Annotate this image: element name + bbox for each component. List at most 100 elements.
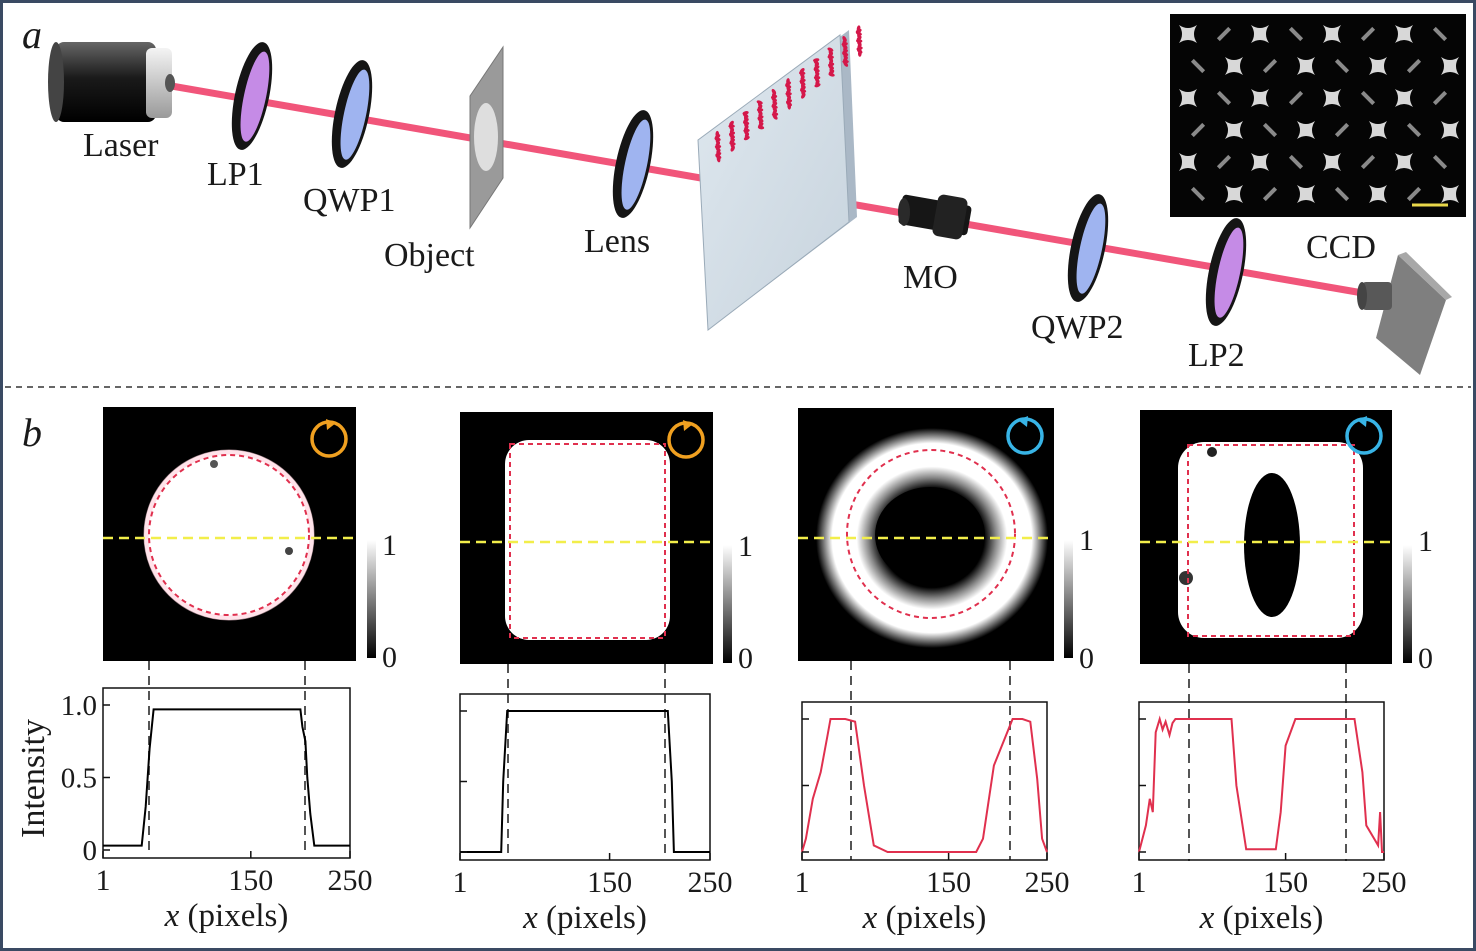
sem-bar bbox=[1334, 122, 1350, 138]
sem-cross bbox=[1225, 121, 1243, 139]
handedness-arrow-icon bbox=[667, 420, 705, 459]
qwp1-label: QWP1 bbox=[303, 182, 396, 219]
lp1-label: LP1 bbox=[207, 156, 264, 193]
plot-frame bbox=[459, 693, 711, 861]
sem-bar bbox=[1262, 122, 1278, 138]
intensity-image-2 bbox=[460, 412, 713, 664]
x-axis-label: x (pixels) bbox=[164, 898, 289, 934]
target-outline bbox=[846, 449, 1016, 619]
x-tick-label: 1 bbox=[795, 866, 810, 899]
sem-cross bbox=[1179, 89, 1197, 107]
sem-bar bbox=[1288, 154, 1304, 170]
intensity-profile-1: 1.0 0.5 01 150 250 x (pixels) bbox=[61, 687, 373, 934]
y-tick-label: 0 bbox=[83, 835, 98, 867]
intensity-profile-4: 1 150 250 x (pixels) bbox=[1132, 701, 1407, 936]
sem-cross bbox=[1225, 185, 1243, 203]
sem-cross bbox=[1369, 57, 1387, 75]
sem-bar bbox=[1288, 90, 1304, 106]
microscope-objective-icon bbox=[898, 194, 972, 240]
sem-cross bbox=[1179, 25, 1197, 43]
sem-cross bbox=[1441, 57, 1459, 75]
metasurface-icon bbox=[697, 25, 863, 331]
profile-line bbox=[1138, 715, 1384, 853]
sem-cross bbox=[1251, 25, 1269, 43]
meta-atom bbox=[801, 92, 806, 99]
sem-cross bbox=[1179, 153, 1197, 171]
profile-line bbox=[103, 708, 350, 847]
colorbar-2: 1 0 bbox=[723, 530, 753, 675]
y-tick-label: 1.0 bbox=[61, 690, 97, 722]
sem-bar bbox=[1190, 186, 1206, 202]
sem-bar bbox=[1334, 186, 1350, 202]
polarizer-lp1-icon bbox=[231, 42, 273, 150]
panel-b-letter: b bbox=[22, 410, 42, 455]
laser-label: Laser bbox=[83, 127, 159, 164]
sem-bar bbox=[1360, 26, 1376, 42]
handedness-arrow-icon bbox=[1006, 416, 1044, 455]
colorbar-max-label: 1 bbox=[738, 530, 753, 563]
sem-cross bbox=[1323, 153, 1341, 171]
sem-cross bbox=[1395, 89, 1413, 107]
x-tick-label: 150 bbox=[1263, 866, 1308, 899]
sem-cross bbox=[1441, 121, 1459, 139]
sem-bar bbox=[1432, 90, 1448, 106]
target-outline bbox=[1187, 444, 1355, 637]
colorbar-min-label: 0 bbox=[1418, 642, 1433, 675]
target-outline bbox=[509, 443, 666, 639]
sem-cross bbox=[1441, 185, 1459, 203]
lens-label: Lens bbox=[584, 223, 650, 260]
colorbar-min-label: 0 bbox=[738, 642, 753, 675]
colorbar-max-label: 1 bbox=[382, 529, 397, 562]
y-tick-label: 0.5 bbox=[61, 763, 97, 795]
sem-bar bbox=[1334, 58, 1350, 74]
panel-a: a Laser LP1 QWP1 Object bbox=[22, 12, 1466, 375]
sem-bar bbox=[1432, 26, 1448, 42]
sem-cross bbox=[1297, 57, 1315, 75]
sem-bar bbox=[1216, 90, 1232, 106]
sem-bar bbox=[1190, 122, 1206, 138]
meta-atom bbox=[757, 125, 765, 130]
intensity-image-4 bbox=[1140, 410, 1392, 664]
sem-bar bbox=[1216, 26, 1232, 42]
intensity-profile-3: 1 150 250 x (pixels) bbox=[795, 701, 1070, 936]
waveplate-qwp1-icon bbox=[331, 60, 373, 168]
x-axis-label: x (pixels) bbox=[1199, 900, 1324, 936]
x-tick-label: 250 bbox=[1362, 866, 1407, 899]
x-tick-label: 250 bbox=[688, 866, 733, 899]
colorbar-min-label: 0 bbox=[382, 641, 397, 674]
target-outline bbox=[148, 454, 310, 616]
ccd-label: CCD bbox=[1306, 229, 1376, 266]
sem-cross bbox=[1251, 89, 1269, 107]
sem-cross bbox=[1369, 121, 1387, 139]
sem-cross bbox=[1395, 153, 1413, 171]
sem-bar bbox=[1190, 58, 1206, 74]
sem-cross bbox=[1297, 185, 1315, 203]
colorbar-3: 1 0 bbox=[1064, 524, 1094, 675]
colorbar-min-label: 0 bbox=[1079, 642, 1094, 675]
plot-frame bbox=[1138, 701, 1385, 861]
meta-atom bbox=[787, 103, 792, 110]
colorbar-max-label: 1 bbox=[1079, 524, 1094, 557]
sem-inset-image bbox=[1170, 14, 1466, 217]
y-axis-label: Intensity bbox=[15, 719, 52, 838]
intensity-image-1 bbox=[103, 407, 356, 661]
meta-atom bbox=[814, 83, 821, 88]
meta-atom bbox=[828, 72, 835, 77]
object-mask-icon bbox=[469, 45, 504, 230]
profile-line bbox=[801, 718, 1048, 853]
meta-atom bbox=[743, 135, 750, 141]
x-tick-label: 150 bbox=[587, 866, 632, 899]
intensity-image-3 bbox=[798, 408, 1054, 661]
sem-bar bbox=[1262, 186, 1278, 202]
x-axis-label: x (pixels) bbox=[522, 900, 647, 936]
sem-cross bbox=[1323, 89, 1341, 107]
meta-atom bbox=[730, 145, 735, 152]
sem-cross bbox=[1251, 153, 1269, 171]
meta-atom bbox=[843, 61, 849, 67]
mo-label: MO bbox=[903, 259, 958, 296]
polarizer-lp2-icon bbox=[1205, 218, 1247, 326]
sem-bar bbox=[1406, 186, 1422, 202]
lens-icon bbox=[612, 110, 654, 218]
x-tick-label: 250 bbox=[328, 864, 373, 897]
handedness-arrow-icon bbox=[310, 419, 348, 458]
